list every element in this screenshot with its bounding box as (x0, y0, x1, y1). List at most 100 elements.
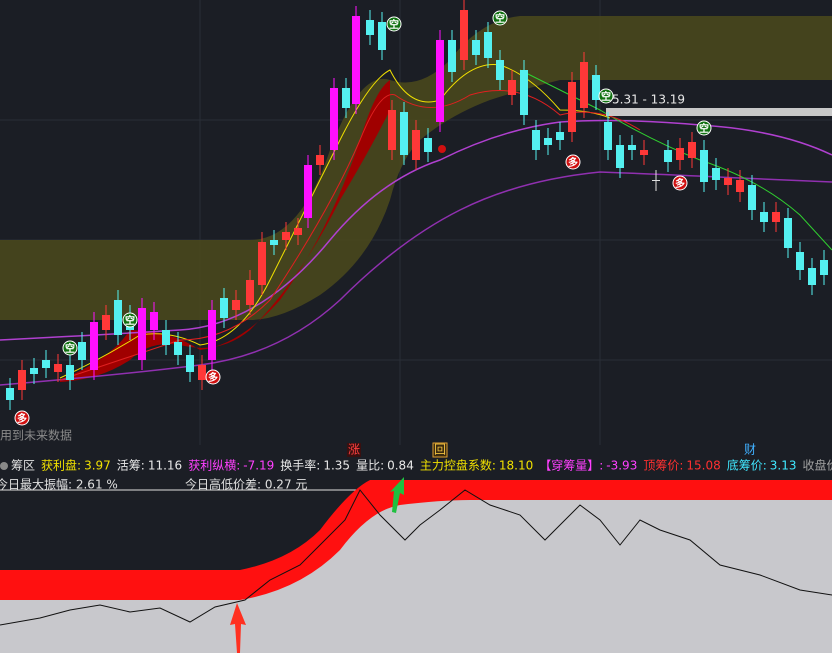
candle-body (232, 300, 240, 310)
candle-body (6, 388, 14, 400)
badge-text: 空 (65, 342, 75, 355)
candle-body (162, 330, 170, 345)
candle-body (484, 32, 492, 58)
candle-body (796, 252, 804, 270)
badge-text: 多 (17, 412, 27, 425)
marker: 回 (434, 443, 446, 457)
candle-body (366, 20, 374, 35)
candle-body (18, 370, 26, 390)
indicator-label: 主力控盘系数: (420, 458, 496, 473)
candle-body (496, 60, 504, 80)
candle-body (150, 312, 158, 330)
stat: 今日最大振幅: 2.61 % (0, 477, 118, 492)
indicator-value: 11.16 (148, 459, 182, 473)
candle-body (30, 368, 38, 374)
indicator-bar: 筹区 获利盘: 3.97 活筹: 11.16 获利纵横: -7.19 换手率: 1.35 量比: 0… (11, 458, 832, 473)
marker: 财 (744, 443, 756, 457)
candle-body (652, 180, 660, 181)
badge (14, 410, 30, 426)
candle-body (676, 148, 684, 160)
candle-body (90, 322, 98, 370)
candle-body (544, 138, 552, 145)
green-arrow (390, 477, 404, 513)
badge-text: 空 (699, 122, 709, 135)
badge (122, 312, 138, 328)
indicator-value: 3.13 (770, 459, 797, 473)
green-line (519, 69, 832, 251)
future-data-note: 用到未来数据 (0, 428, 72, 443)
candle-body (54, 364, 62, 372)
candle-body (270, 240, 278, 245)
candle-body (700, 150, 708, 182)
bullet (0, 462, 8, 470)
candle-body (688, 142, 696, 158)
purple-line (0, 171, 832, 386)
badge-text: 空 (495, 12, 505, 25)
black-line (0, 489, 832, 626)
candle-body (258, 242, 266, 285)
badge (565, 154, 581, 170)
candle-body (246, 280, 254, 305)
stat: 今日高低价差: 0.27 元 (185, 477, 307, 492)
candle-body (220, 298, 228, 318)
yellow-line (59, 63, 611, 379)
marker-box (432, 442, 448, 458)
candle-body (640, 150, 648, 155)
candle-body (138, 308, 146, 360)
candle-body (114, 300, 122, 335)
candle-body (724, 178, 732, 185)
badge-text: 多 (208, 371, 218, 384)
bar-title: 筹区 (11, 459, 35, 473)
indicator-label: 活筹: (117, 459, 145, 473)
badge-text: 空 (601, 90, 611, 103)
badge-text: 多 (568, 156, 578, 169)
range-bar (606, 108, 832, 116)
candle-body (436, 40, 444, 122)
dot (438, 145, 446, 153)
candle-body (520, 70, 528, 115)
candle-body (532, 130, 540, 150)
candle-body (424, 138, 432, 152)
candle-body (102, 315, 110, 330)
candle-body (448, 40, 456, 72)
candle-body (760, 212, 768, 222)
badge (386, 16, 402, 32)
candle-body (388, 110, 396, 150)
indicator-label: 【穿筹量】: (539, 458, 603, 473)
badge (62, 340, 78, 356)
red-line (59, 90, 641, 381)
candle-body (412, 130, 420, 160)
badge (672, 175, 688, 191)
candle-body (294, 228, 302, 235)
indicator-label: 顶筹价: (643, 459, 683, 473)
indicator-value: 18.10 (499, 459, 533, 473)
badge (205, 369, 221, 385)
candle-body (556, 132, 564, 140)
indicator-value: 1.35 (323, 459, 350, 473)
candle-body (378, 22, 386, 50)
indicator-label: 收盘价: (803, 458, 832, 473)
indicator-value: 0.84 (387, 459, 414, 473)
candle-body (784, 218, 792, 248)
range-label: 5.31 - 13.19 (612, 93, 685, 107)
candle-body (712, 168, 720, 180)
candle-body (808, 268, 816, 285)
candle-body (748, 185, 756, 210)
candle-body (820, 260, 828, 275)
indicator-label: 换手率: (280, 458, 320, 473)
gray-zone (0, 500, 832, 653)
candle-body (342, 88, 350, 108)
indicator-label: 获利纵横: (188, 459, 240, 473)
candle-body (736, 180, 744, 192)
indicator-label: 获利盘: (41, 458, 81, 473)
candle-body (282, 232, 290, 240)
candle-body (316, 155, 324, 165)
candle-body (208, 310, 216, 360)
badge (696, 120, 712, 136)
candle-body (664, 150, 672, 162)
badge (492, 10, 508, 26)
badge-text: 多 (675, 177, 685, 190)
